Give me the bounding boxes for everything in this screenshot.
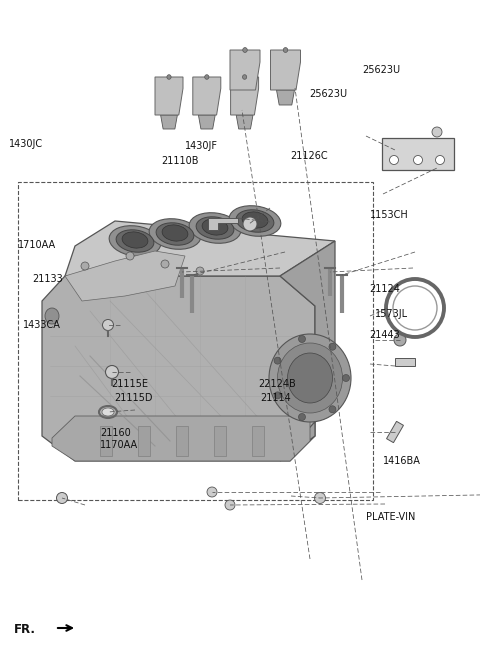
Circle shape — [106, 365, 119, 379]
Circle shape — [274, 392, 281, 399]
Text: 25623U: 25623U — [362, 65, 400, 75]
Text: 1710AA: 1710AA — [18, 239, 56, 250]
Ellipse shape — [189, 213, 241, 243]
Bar — [395, 358, 415, 366]
Polygon shape — [161, 115, 178, 129]
Polygon shape — [236, 115, 253, 129]
Circle shape — [299, 335, 305, 342]
Text: 21443: 21443 — [370, 329, 400, 340]
Text: 21115D: 21115D — [114, 392, 153, 403]
Ellipse shape — [236, 210, 274, 232]
Ellipse shape — [156, 223, 194, 245]
Text: 1153CH: 1153CH — [370, 209, 408, 220]
Polygon shape — [52, 416, 310, 461]
Polygon shape — [280, 241, 335, 461]
Polygon shape — [198, 115, 215, 129]
Polygon shape — [42, 276, 315, 461]
Polygon shape — [193, 77, 221, 115]
Circle shape — [207, 487, 217, 497]
Circle shape — [57, 493, 68, 504]
Ellipse shape — [242, 212, 268, 228]
Ellipse shape — [162, 225, 188, 241]
Bar — [100, 426, 112, 456]
Polygon shape — [65, 251, 185, 301]
Ellipse shape — [167, 75, 171, 79]
Polygon shape — [65, 221, 335, 276]
Ellipse shape — [196, 216, 234, 239]
Circle shape — [432, 127, 442, 137]
Text: 1433CA: 1433CA — [23, 319, 61, 330]
Circle shape — [196, 267, 204, 275]
Ellipse shape — [243, 48, 247, 52]
Circle shape — [81, 262, 89, 270]
Bar — [18, 182, 373, 500]
Text: 21114: 21114 — [260, 392, 291, 403]
Polygon shape — [155, 77, 183, 115]
Ellipse shape — [229, 206, 281, 236]
Circle shape — [413, 155, 422, 165]
Text: PLATE-VIN: PLATE-VIN — [366, 512, 415, 522]
Text: 25623U: 25623U — [310, 89, 348, 99]
Circle shape — [343, 375, 349, 382]
Polygon shape — [208, 218, 238, 230]
Text: 21110B: 21110B — [161, 155, 198, 166]
Ellipse shape — [116, 230, 154, 252]
Ellipse shape — [45, 308, 59, 324]
Text: 21133: 21133 — [33, 274, 63, 285]
Bar — [138, 426, 150, 456]
Circle shape — [126, 252, 134, 260]
Ellipse shape — [277, 343, 343, 413]
Bar — [382, 138, 454, 170]
Polygon shape — [236, 90, 254, 105]
Polygon shape — [271, 50, 300, 90]
Ellipse shape — [242, 75, 247, 79]
Text: 21126C: 21126C — [290, 151, 328, 161]
Circle shape — [314, 493, 325, 504]
Circle shape — [329, 406, 336, 413]
Text: 1416BA: 1416BA — [383, 455, 421, 466]
Text: 1430JF: 1430JF — [185, 140, 218, 151]
Ellipse shape — [269, 334, 351, 422]
Circle shape — [329, 343, 336, 350]
Circle shape — [103, 319, 113, 331]
Circle shape — [299, 413, 305, 420]
Bar — [176, 426, 188, 456]
Text: 21115E: 21115E — [111, 379, 148, 389]
Text: 21160: 21160 — [100, 428, 131, 438]
Text: 1573JL: 1573JL — [375, 308, 408, 319]
Text: 22124B: 22124B — [258, 379, 296, 389]
Polygon shape — [230, 77, 259, 115]
Ellipse shape — [102, 408, 114, 416]
Circle shape — [274, 357, 281, 364]
Ellipse shape — [204, 75, 209, 79]
Text: 21124: 21124 — [370, 283, 400, 294]
Ellipse shape — [283, 48, 288, 52]
Text: FR.: FR. — [13, 623, 36, 636]
Ellipse shape — [149, 218, 201, 249]
Ellipse shape — [288, 353, 333, 403]
Bar — [214, 426, 226, 456]
Circle shape — [389, 155, 398, 165]
Ellipse shape — [122, 232, 148, 248]
Circle shape — [161, 260, 169, 268]
Polygon shape — [230, 50, 260, 90]
Circle shape — [435, 155, 444, 165]
Bar — [252, 426, 264, 456]
Circle shape — [394, 334, 406, 346]
Text: 1170AA: 1170AA — [100, 440, 138, 450]
Text: 1430JC: 1430JC — [9, 139, 43, 150]
Circle shape — [225, 500, 235, 510]
Polygon shape — [276, 90, 295, 105]
Circle shape — [243, 217, 257, 231]
Ellipse shape — [109, 226, 161, 256]
Ellipse shape — [202, 219, 228, 235]
Bar — [386, 421, 404, 443]
